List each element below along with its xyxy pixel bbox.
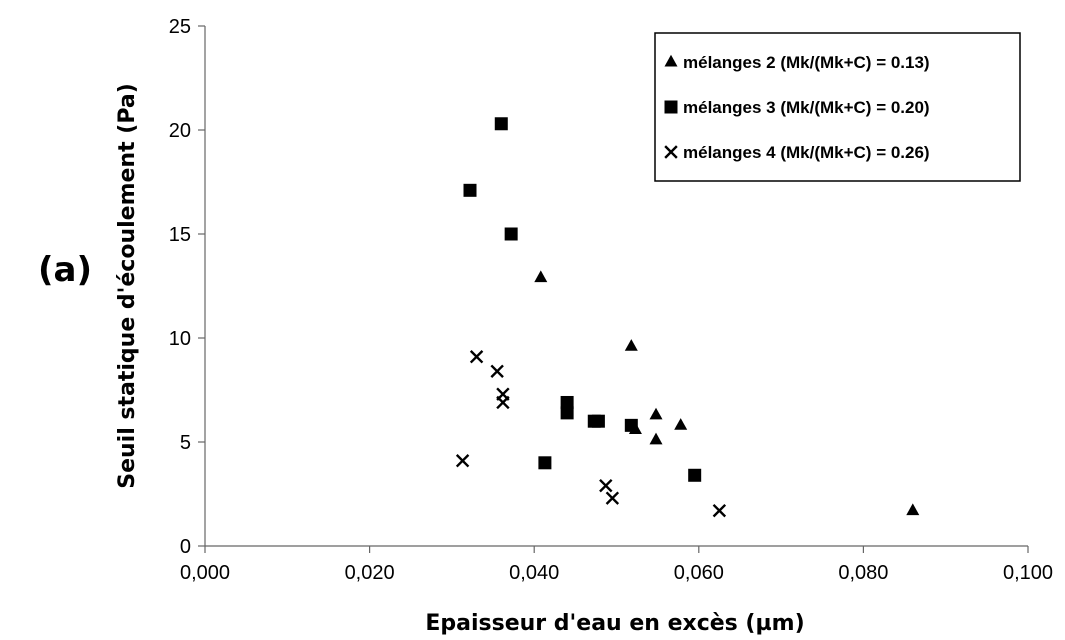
legend-box [654,32,1021,182]
data-point-square [624,418,638,432]
data-point-cross [469,350,484,364]
data-point-triangle [624,339,638,351]
legend: mélanges 2 (Mk/(Mk+C) = 0.13) mélanges 3 … [654,32,1021,182]
legend-marker-square [664,100,678,114]
data-point-square [504,227,518,241]
data-point-square [538,456,552,470]
legend-marker-cross [664,145,678,159]
data-point-square [560,395,574,409]
data-point-square [560,406,574,420]
y-tick-label: 0 [180,536,191,558]
y-tick-label: 5 [180,432,191,454]
legend-label: mélanges 3 (Mk/(Mk+C) = 0.20) [683,98,930,117]
panel-label: (a) [38,250,92,290]
x-tick-label: 0,020 [345,562,395,584]
data-point-square [463,183,477,197]
y-tick-label: 25 [169,16,191,38]
legend-label: mélanges 4 (Mk/(Mk+C) = 0.26) [683,143,930,162]
data-point-cross [455,454,470,468]
data-point-triangle [674,418,688,430]
x-axis-title: Epaisseur d'eau en excès (µm) [425,611,804,636]
data-point-cross [599,478,613,493]
data-point-cross [605,491,620,505]
legend-label: mélanges 2 (Mk/(Mk+C) = 0.13) [683,53,930,72]
data-point-square [591,414,605,428]
y-tick-label: 20 [169,120,191,142]
data-point-cross [490,364,504,378]
axes: 0 5 10 15 20 25 0,000 0,020 0,040 0,060 0,080 0,100 [169,16,1053,584]
y-axis-title: Seuil statique d'écoulement (Pa) [115,83,140,489]
x-tick-label: 0,100 [1003,562,1053,584]
data-point-triangle [649,432,663,445]
data-point-square [494,117,508,131]
data-point-square [688,468,702,482]
x-tick-label: 0,000 [180,562,230,584]
data-point-cross [712,503,727,518]
x-tick-label: 0,060 [674,562,724,584]
data-point-triangle [649,407,663,420]
x-tick-label: 0,080 [838,562,888,584]
legend-marker-triangle [664,54,678,67]
data-point-triangle [906,503,920,516]
data-point-triangle [534,270,548,283]
x-tick-label: 0,040 [509,562,559,584]
y-tick-label: 10 [169,328,191,350]
data-points [455,117,920,518]
y-tick-label: 15 [169,224,191,246]
data-point-cross [496,395,510,410]
